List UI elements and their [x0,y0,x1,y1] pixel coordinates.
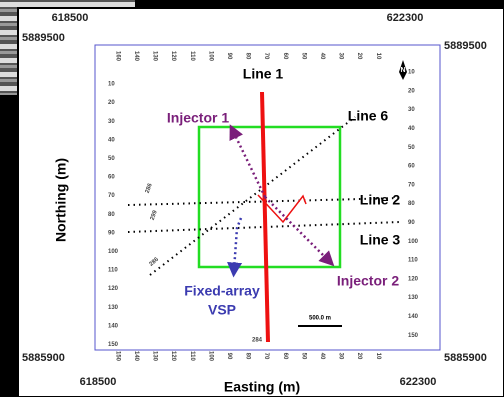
grid-tick-label: 100 [207,351,213,362]
grid-tick-label: 120 [408,276,419,282]
grid-tick-label: 20 [108,100,115,106]
grid-tick-label: 30 [108,119,115,125]
grid-tick-label: 80 [245,53,251,60]
easting-label: 618500 [52,12,89,24]
grid-tick-label: 140 [108,323,119,329]
line-label: Line 1 [243,66,284,82]
grid-tick-label: 130 [152,351,158,362]
grid-tick-label: 30 [338,353,344,360]
grid-tick-label: 90 [226,353,232,360]
grid-tick-label: 40 [319,353,325,360]
grid-tick-label: 140 [133,351,139,362]
north-label: N [400,67,405,74]
grid-tick-label: 100 [108,249,119,255]
grid-tick-label: 130 [108,305,119,311]
grid-tick-label: 120 [170,51,176,62]
grid-tick-label: 150 [408,333,419,339]
grid-tick-label: 50 [108,156,115,162]
grid-tick-label: 10 [375,353,381,360]
grid-tick-label: 70 [263,353,269,360]
well-label: Injector 2 [337,273,399,289]
grid-tick-label: 20 [356,53,362,60]
grid-tick-label: 50 [300,53,306,60]
grid-tick-label: 150 [108,342,119,348]
grid-tick-label: 150 [114,351,120,362]
easting-label: 618500 [80,376,117,388]
grid-tick-label: 140 [133,51,139,62]
grid-tick-label: 20 [356,353,362,360]
scale-label: 500.0 m [309,316,331,322]
line-label: Line 6 [348,108,389,124]
grid-tick-label: 40 [108,137,115,143]
grid-tick-label: 120 [108,286,119,292]
grid-tick-label: 100 [408,239,419,245]
grid-tick-label: 80 [245,353,251,360]
map-screenshot: 618500 622300 5889500 5889500 5885900 58… [0,0,504,397]
northing-label: 5885900 [22,352,65,364]
northing-label: 5889500 [22,32,65,44]
grid-tick-label: 60 [282,353,288,360]
grid-tick-label: 100 [207,51,213,62]
grid-tick-label: 110 [408,258,418,264]
grid-tick-label: 130 [408,295,419,301]
grid-tick-label: 110 [189,351,195,361]
grid-tick-label: 20 [408,88,415,94]
grid-tick-label: 130 [152,51,158,62]
easting-label: 622300 [400,376,437,388]
grid-tick-label: 90 [408,220,415,226]
grid-tick-label: 60 [282,53,288,60]
grid-tick-label: 110 [108,268,118,274]
grid-tick-label: 70 [108,193,115,199]
grid-tick-label: 70 [408,182,415,188]
grid-tick-label: 50 [408,145,415,151]
grid-tick-label: 10 [108,82,115,88]
grid-tick-label: 140 [408,314,419,320]
line-label: Line 2 [360,192,401,208]
line-label: Line 3 [360,232,401,248]
easting-label: 622300 [387,12,424,24]
grid-tick-label: 120 [170,351,176,362]
grid-tick-label: 90 [226,53,232,60]
grid-tick-label: 10 [408,70,415,76]
well-label: VSP [208,302,236,318]
station-label: 284 [252,338,263,344]
grid-tick-label: 50 [300,353,306,360]
grid-tick-label: 60 [408,164,415,170]
grid-tick-label: 70 [263,53,269,60]
grid-tick-label: 60 [108,175,115,181]
grid-tick-label: 110 [189,51,195,61]
grid-tick-label: 90 [108,230,115,236]
grid-tick-label: 80 [408,201,415,207]
grid-tick-label: 30 [408,107,415,113]
grid-tick-label: 80 [108,212,115,218]
northing-label: 5885900 [444,352,487,364]
grid-tick-label: 30 [338,53,344,60]
grid-tick-label: 160 [114,51,120,62]
y-axis-label: Northing (m) [53,158,69,242]
grid-tick-label: 10 [375,53,381,60]
x-axis-label: Easting (m) [224,379,300,395]
well-label: Injector 1 [167,110,229,126]
well-label: Fixed-array [184,283,260,299]
grid-tick-label: 40 [319,53,325,60]
northing-label: 5889500 [444,40,487,52]
grid-tick-label: 40 [408,126,415,132]
